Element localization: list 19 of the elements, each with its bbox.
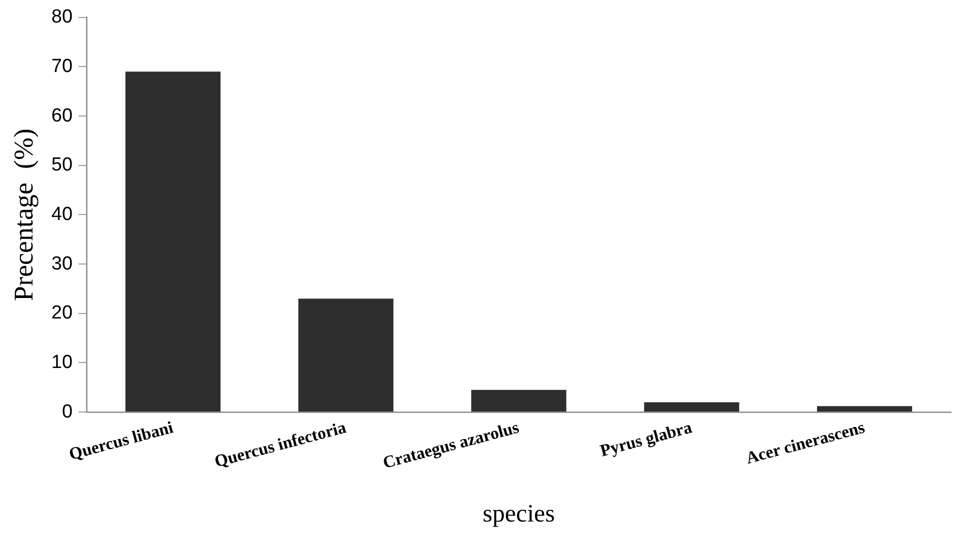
y-tick-label: 40 [51, 204, 73, 225]
y-tick-label: 80 [51, 6, 73, 28]
bar [817, 406, 912, 412]
y-axis-title: Precentage (%) [8, 128, 38, 301]
x-tick-label: Quercus infectoria [212, 418, 349, 472]
y-tick-label: 50 [51, 154, 73, 176]
y-tick-label: 60 [51, 105, 73, 126]
y-tick-label: 70 [51, 56, 73, 77]
x-axis-title: species [482, 500, 555, 528]
x-tick-label: Crataegus azarolus [380, 418, 522, 472]
x-tick-label: Pyrus glabra [598, 418, 694, 460]
y-tick-label: 10 [51, 352, 73, 373]
bar [644, 402, 740, 412]
bar [125, 72, 221, 412]
bar [471, 390, 566, 412]
y-tick-label: 30 [51, 253, 73, 274]
bar [298, 298, 394, 412]
y-tick-label: 20 [51, 302, 73, 324]
x-tick-label: Acer cinerascens [744, 418, 868, 468]
